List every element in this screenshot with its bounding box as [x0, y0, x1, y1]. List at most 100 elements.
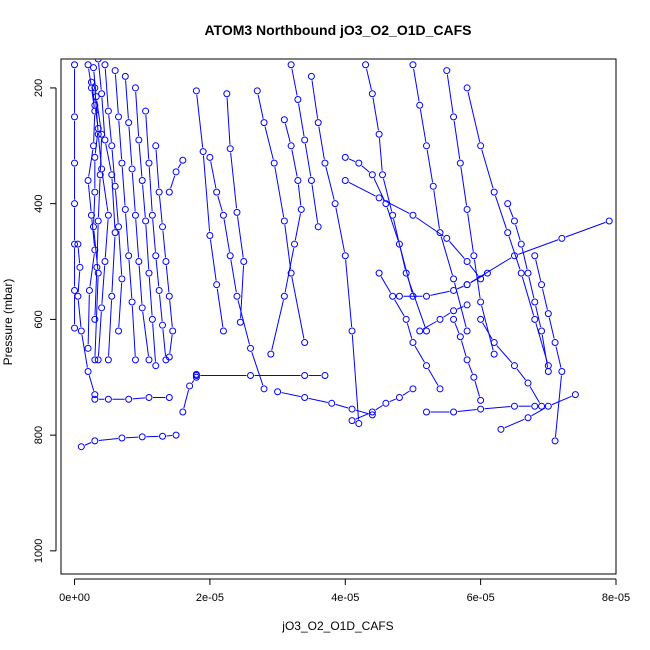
data-point: [118, 275, 126, 283]
data-point: [111, 67, 119, 75]
series-segment: [375, 405, 383, 411]
series-profile: [223, 90, 248, 326]
series-segment: [81, 334, 88, 368]
series-segment: [284, 224, 292, 270]
series-segment: [128, 126, 133, 165]
series-segment: [481, 149, 494, 189]
data-point: [115, 223, 123, 231]
series-segment: [87, 294, 90, 345]
data-point: [94, 356, 102, 364]
series-segment: [165, 265, 170, 293]
series-segment: [111, 149, 116, 183]
y-tick-label: 1000: [33, 539, 45, 563]
data-point: [409, 211, 417, 219]
data-point: [477, 298, 485, 306]
data-point: [301, 339, 309, 347]
data-point: [155, 188, 163, 196]
data-point: [71, 200, 79, 208]
series-profile: [101, 61, 126, 335]
data-point: [504, 229, 512, 237]
series-segment: [474, 380, 480, 397]
series-segment: [335, 207, 345, 252]
data-point: [236, 318, 244, 326]
data-point: [395, 394, 403, 402]
data-point: [355, 420, 363, 428]
plot-frame: [60, 58, 617, 575]
data-point: [470, 373, 478, 381]
series-segment: [382, 199, 410, 214]
data-point: [192, 372, 200, 380]
data-point: [538, 327, 546, 335]
series-segment: [361, 165, 370, 173]
data-point: [463, 258, 471, 266]
series-segment: [457, 409, 477, 413]
data-point: [307, 72, 315, 80]
data-point: [368, 90, 376, 98]
data-point: [145, 269, 153, 277]
series-segment: [108, 115, 112, 142]
data-point: [71, 113, 79, 121]
data-point: [186, 382, 194, 390]
data-point: [94, 59, 102, 63]
data-point: [375, 194, 383, 202]
series-segment: [325, 166, 335, 200]
series-segment: [217, 195, 223, 212]
series-profile: [531, 252, 566, 445]
data-point: [159, 223, 167, 231]
data-point: [483, 269, 491, 277]
series-profile: [206, 153, 268, 393]
data-point: [558, 367, 566, 375]
data-point: [456, 333, 464, 341]
series-segment: [93, 115, 96, 142]
series-segment: [240, 265, 245, 319]
data-point: [531, 315, 539, 323]
data-point: [456, 159, 464, 167]
data-point: [104, 107, 112, 115]
series-segment: [508, 207, 514, 218]
series-segment: [104, 68, 109, 108]
series-segment: [504, 418, 525, 429]
series-segment: [419, 109, 427, 142]
data-point: [294, 96, 302, 104]
data-point: [297, 205, 305, 213]
series-segment: [88, 68, 92, 85]
data-point: [551, 339, 559, 347]
data-point: [463, 327, 471, 335]
series-segment: [98, 62, 102, 90]
series-segment: [281, 392, 301, 398]
series-segment: [94, 91, 99, 131]
data-point: [138, 433, 146, 441]
series-segment: [125, 80, 129, 119]
data-point: [74, 240, 82, 248]
data-point: [179, 156, 187, 164]
series-segment: [348, 158, 356, 163]
series-segment: [348, 181, 376, 197]
data-point: [321, 372, 329, 380]
data-point: [389, 211, 397, 219]
series-segment: [565, 221, 606, 238]
data-point: [91, 153, 99, 161]
data-point: [368, 408, 376, 416]
series-profile: [375, 269, 444, 393]
series-segment: [145, 115, 150, 160]
series-segment: [440, 236, 453, 276]
series-segment: [230, 152, 238, 209]
data-point: [253, 87, 261, 95]
series-segment: [77, 248, 81, 264]
series-segment: [94, 271, 98, 316]
series-segment: [138, 143, 143, 177]
series-profile: [307, 72, 363, 428]
series-profile: [179, 370, 200, 416]
data-point: [165, 292, 173, 300]
data-point: [104, 356, 112, 364]
series-profile: [165, 156, 187, 196]
data-point: [341, 177, 349, 185]
series-segment: [515, 224, 521, 241]
series-segment: [298, 103, 305, 137]
data-point: [429, 182, 437, 190]
series-segment: [541, 288, 548, 310]
series-segment: [433, 190, 440, 229]
series-segment: [162, 230, 167, 258]
data-point: [375, 130, 383, 138]
data-point: [91, 391, 99, 399]
